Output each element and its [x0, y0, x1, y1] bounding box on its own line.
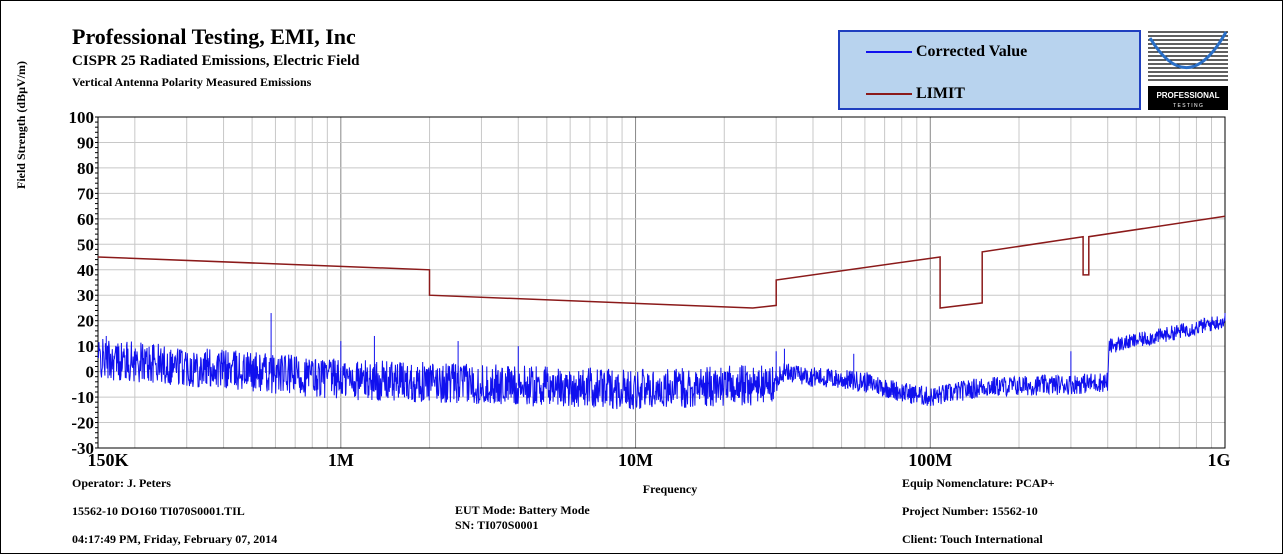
legend-label-corrected: Corrected Value [916, 43, 1028, 60]
file-text: 15562-10 DO160 TI070S0001.TIL [72, 504, 245, 518]
y-tick-label: 90 [77, 133, 94, 152]
y-tick-label: 40 [77, 261, 94, 280]
project-number-text: Project Number: 15562-10 [902, 504, 1038, 518]
company-title: Professional Testing, EMI, Inc [72, 24, 356, 49]
y-tick-label: 20 [77, 312, 94, 331]
test-subtitle: CISPR 25 Radiated Emissions, Electric Fi… [72, 53, 360, 69]
x-tick-label: 1M [328, 450, 354, 470]
logo-subtext: T E S T I N G [1173, 103, 1203, 109]
plot-border [97, 116, 1226, 449]
y-tick-label: -10 [71, 388, 94, 407]
y-tick-label: 30 [77, 286, 94, 305]
y-axis-label: Field Strength (dBµV/m) [14, 60, 28, 190]
legend-swatch-limit [866, 93, 912, 95]
legend-swatch-corrected [866, 51, 912, 53]
y-tick-label: 0 [86, 363, 95, 382]
equip-nomenclature-text: Equip Nomenclature: PCAP+ [902, 476, 1055, 490]
y-tick-label: 10 [77, 337, 94, 356]
logo-text: PROFESSIONAL [1156, 91, 1219, 100]
y-tick-label: 80 [77, 159, 94, 178]
y-tick-label: -30 [71, 439, 94, 458]
description-subtitle: Vertical Antenna Polarity Measured Emiss… [72, 75, 312, 89]
y-tick-label: 70 [77, 184, 94, 203]
x-axis-label: Frequency [642, 482, 698, 496]
y-tick-label: -20 [71, 414, 94, 433]
corrected-value-line [97, 315, 1226, 410]
serial-number-text: SN: TI070S0001 [455, 518, 539, 532]
y-tick-label: 60 [77, 210, 94, 229]
x-tick-label: 150K [87, 450, 128, 470]
legend-item-corrected: Corrected Value [840, 42, 1139, 62]
company-logo: PROFESSIONAL T E S T I N G [1148, 30, 1228, 110]
x-tick-label: 100M [908, 450, 952, 470]
chart-legend: Corrected Value LIMIT [838, 30, 1141, 110]
timestamp-text: 04:17:49 PM, Friday, February 07, 2014 [72, 532, 278, 546]
legend-label-limit: LIMIT [916, 85, 965, 102]
limit-line [97, 215, 1226, 309]
legend-item-limit: LIMIT [840, 84, 1139, 104]
x-tick-label: 10M [618, 450, 653, 470]
y-tick-label: 50 [77, 235, 94, 254]
operator-text: Operator: J. Peters [72, 476, 171, 490]
y-tick-label: 100 [69, 108, 95, 127]
eut-mode-text: EUT Mode: Battery Mode [455, 503, 590, 517]
x-tick-label: 1G [1207, 450, 1230, 470]
client-text: Client: Touch International [902, 532, 1043, 546]
